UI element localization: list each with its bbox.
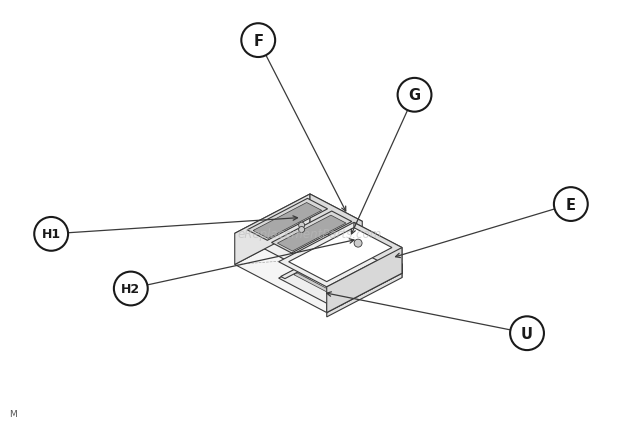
Polygon shape bbox=[306, 267, 352, 290]
Circle shape bbox=[510, 317, 544, 350]
Circle shape bbox=[397, 79, 432, 112]
Circle shape bbox=[241, 24, 275, 58]
Text: H2: H2 bbox=[122, 282, 140, 295]
Polygon shape bbox=[281, 238, 360, 279]
Polygon shape bbox=[344, 247, 389, 271]
Polygon shape bbox=[235, 195, 310, 265]
Circle shape bbox=[554, 188, 588, 222]
Polygon shape bbox=[272, 212, 352, 253]
Text: E: E bbox=[566, 197, 576, 212]
Polygon shape bbox=[354, 223, 402, 273]
Circle shape bbox=[354, 239, 362, 248]
Polygon shape bbox=[354, 239, 402, 273]
Circle shape bbox=[34, 217, 68, 251]
Polygon shape bbox=[327, 273, 402, 317]
Circle shape bbox=[299, 223, 304, 229]
Text: M: M bbox=[9, 409, 17, 417]
Polygon shape bbox=[289, 228, 392, 282]
Text: U: U bbox=[521, 326, 533, 341]
Text: G: G bbox=[409, 88, 420, 103]
Polygon shape bbox=[327, 248, 402, 313]
Polygon shape bbox=[253, 203, 322, 239]
Polygon shape bbox=[235, 195, 362, 261]
Polygon shape bbox=[319, 260, 364, 284]
Polygon shape bbox=[278, 239, 402, 304]
Polygon shape bbox=[278, 223, 402, 287]
Text: H1: H1 bbox=[42, 228, 61, 241]
Polygon shape bbox=[310, 226, 402, 278]
Text: eReplacementParts.com: eReplacementParts.com bbox=[238, 228, 382, 241]
Polygon shape bbox=[294, 273, 339, 297]
Polygon shape bbox=[277, 216, 346, 251]
Polygon shape bbox=[327, 264, 402, 313]
Polygon shape bbox=[247, 199, 327, 241]
Polygon shape bbox=[235, 226, 402, 313]
Polygon shape bbox=[331, 253, 376, 277]
Circle shape bbox=[299, 227, 304, 233]
Circle shape bbox=[114, 272, 148, 306]
Text: F: F bbox=[253, 34, 264, 49]
Polygon shape bbox=[310, 195, 362, 253]
